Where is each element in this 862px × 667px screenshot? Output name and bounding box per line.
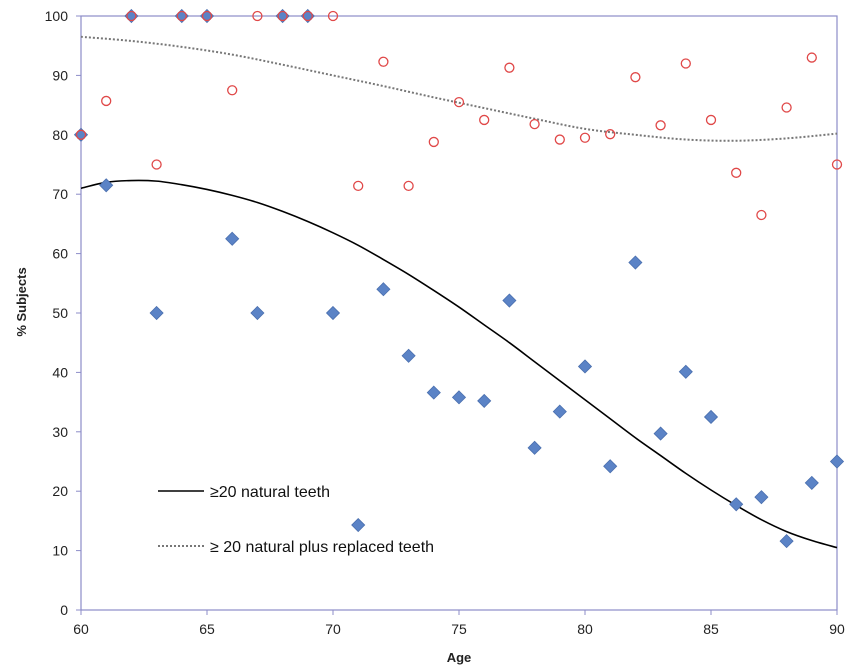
legend-label-natural-plus-replaced: ≥ 20 natural plus replaced teeth [210,539,434,556]
x-tick-label: 75 [451,621,467,637]
diamond-point [225,231,240,246]
diamond-point [250,305,265,321]
diamond-point [678,364,693,379]
circle-point [403,180,414,192]
circle-point [428,136,439,148]
circle-point [453,96,465,108]
diamond-point [401,348,416,363]
diamond-point [325,305,341,321]
diamond-point [779,534,794,549]
trend-line-natural-plus-replaced [80,35,838,142]
diamond-point [653,426,668,441]
x-tick-label: 90 [829,621,845,637]
diamond-point [703,409,719,425]
circle-point [151,159,162,170]
data-markers [73,8,845,549]
y-tick-label: 10 [52,543,68,559]
y-tick-label: 60 [52,246,68,262]
circle-point [806,52,817,63]
circle-point [201,10,213,22]
circle-point [579,132,591,143]
circle-point [252,10,263,22]
diamond-point [603,459,618,474]
circle-point [176,10,187,22]
circle-point [504,62,515,73]
diamond-point [829,454,845,469]
x-tick-label: 70 [325,621,341,637]
diamond-point [149,305,164,321]
legend-label-natural-teeth: ≥20 natural teeth [210,484,330,501]
y-tick-label: 0 [60,602,68,618]
x-tick-label: 60 [73,621,89,637]
circle-point [781,102,792,113]
y-tick-label: 80 [52,127,68,143]
diamond-point [99,178,114,193]
circle-point [101,95,112,107]
y-axis-title: % Subjects [14,267,29,336]
x-tick-label: 85 [703,621,719,637]
circle-point [302,10,313,22]
circle-point [705,114,717,126]
circle-point [605,129,616,140]
diamond-point [426,385,441,400]
diamond-point [577,359,593,374]
y-tick-label: 90 [52,67,68,83]
diamond-point [527,440,542,455]
diamond-point [351,517,366,533]
circle-point [353,180,364,192]
diamond-point [477,393,492,408]
circle-point [630,72,641,83]
x-axis-title: Age [447,650,472,665]
circle-point [831,159,843,170]
axis-ticks: 0 10 20 30 40 50 60 70 80 90 100 60 65 70 75 80 85 90 [45,8,845,637]
diamond-point [376,282,391,297]
y-tick-label: 40 [52,364,68,380]
circle-point [529,118,540,130]
diamond-point [502,293,517,308]
y-tick-label: 20 [52,483,68,499]
circle-point [378,56,389,67]
diamond-point [804,475,819,490]
circle-point [554,134,565,145]
circle-point [756,209,767,221]
circle-point [680,58,691,69]
circle-point [277,10,288,22]
circle-point [227,85,238,96]
trend-line-natural-teeth [80,179,838,549]
y-tick-label: 70 [52,186,68,202]
diamond-point [754,490,769,505]
x-tick-label: 80 [577,621,593,637]
diamond-point [628,255,643,270]
y-tick-label: 100 [45,8,69,24]
trend-lines [80,35,838,549]
circle-point [75,129,87,140]
y-tick-label: 30 [52,424,68,440]
x-tick-label: 65 [199,621,215,637]
y-tick-label: 50 [52,305,68,321]
circle-point [655,120,666,131]
circle-point [126,10,137,22]
diamond-point [451,390,467,405]
circle-point [731,167,742,178]
circle-point [327,10,339,22]
legend: ≥20 natural teeth ≥ 20 natural plus repl… [158,484,434,556]
circle-point [479,114,490,126]
plot-area-frame [80,15,838,611]
diamond-point [552,404,567,419]
diamond-point [729,497,744,512]
